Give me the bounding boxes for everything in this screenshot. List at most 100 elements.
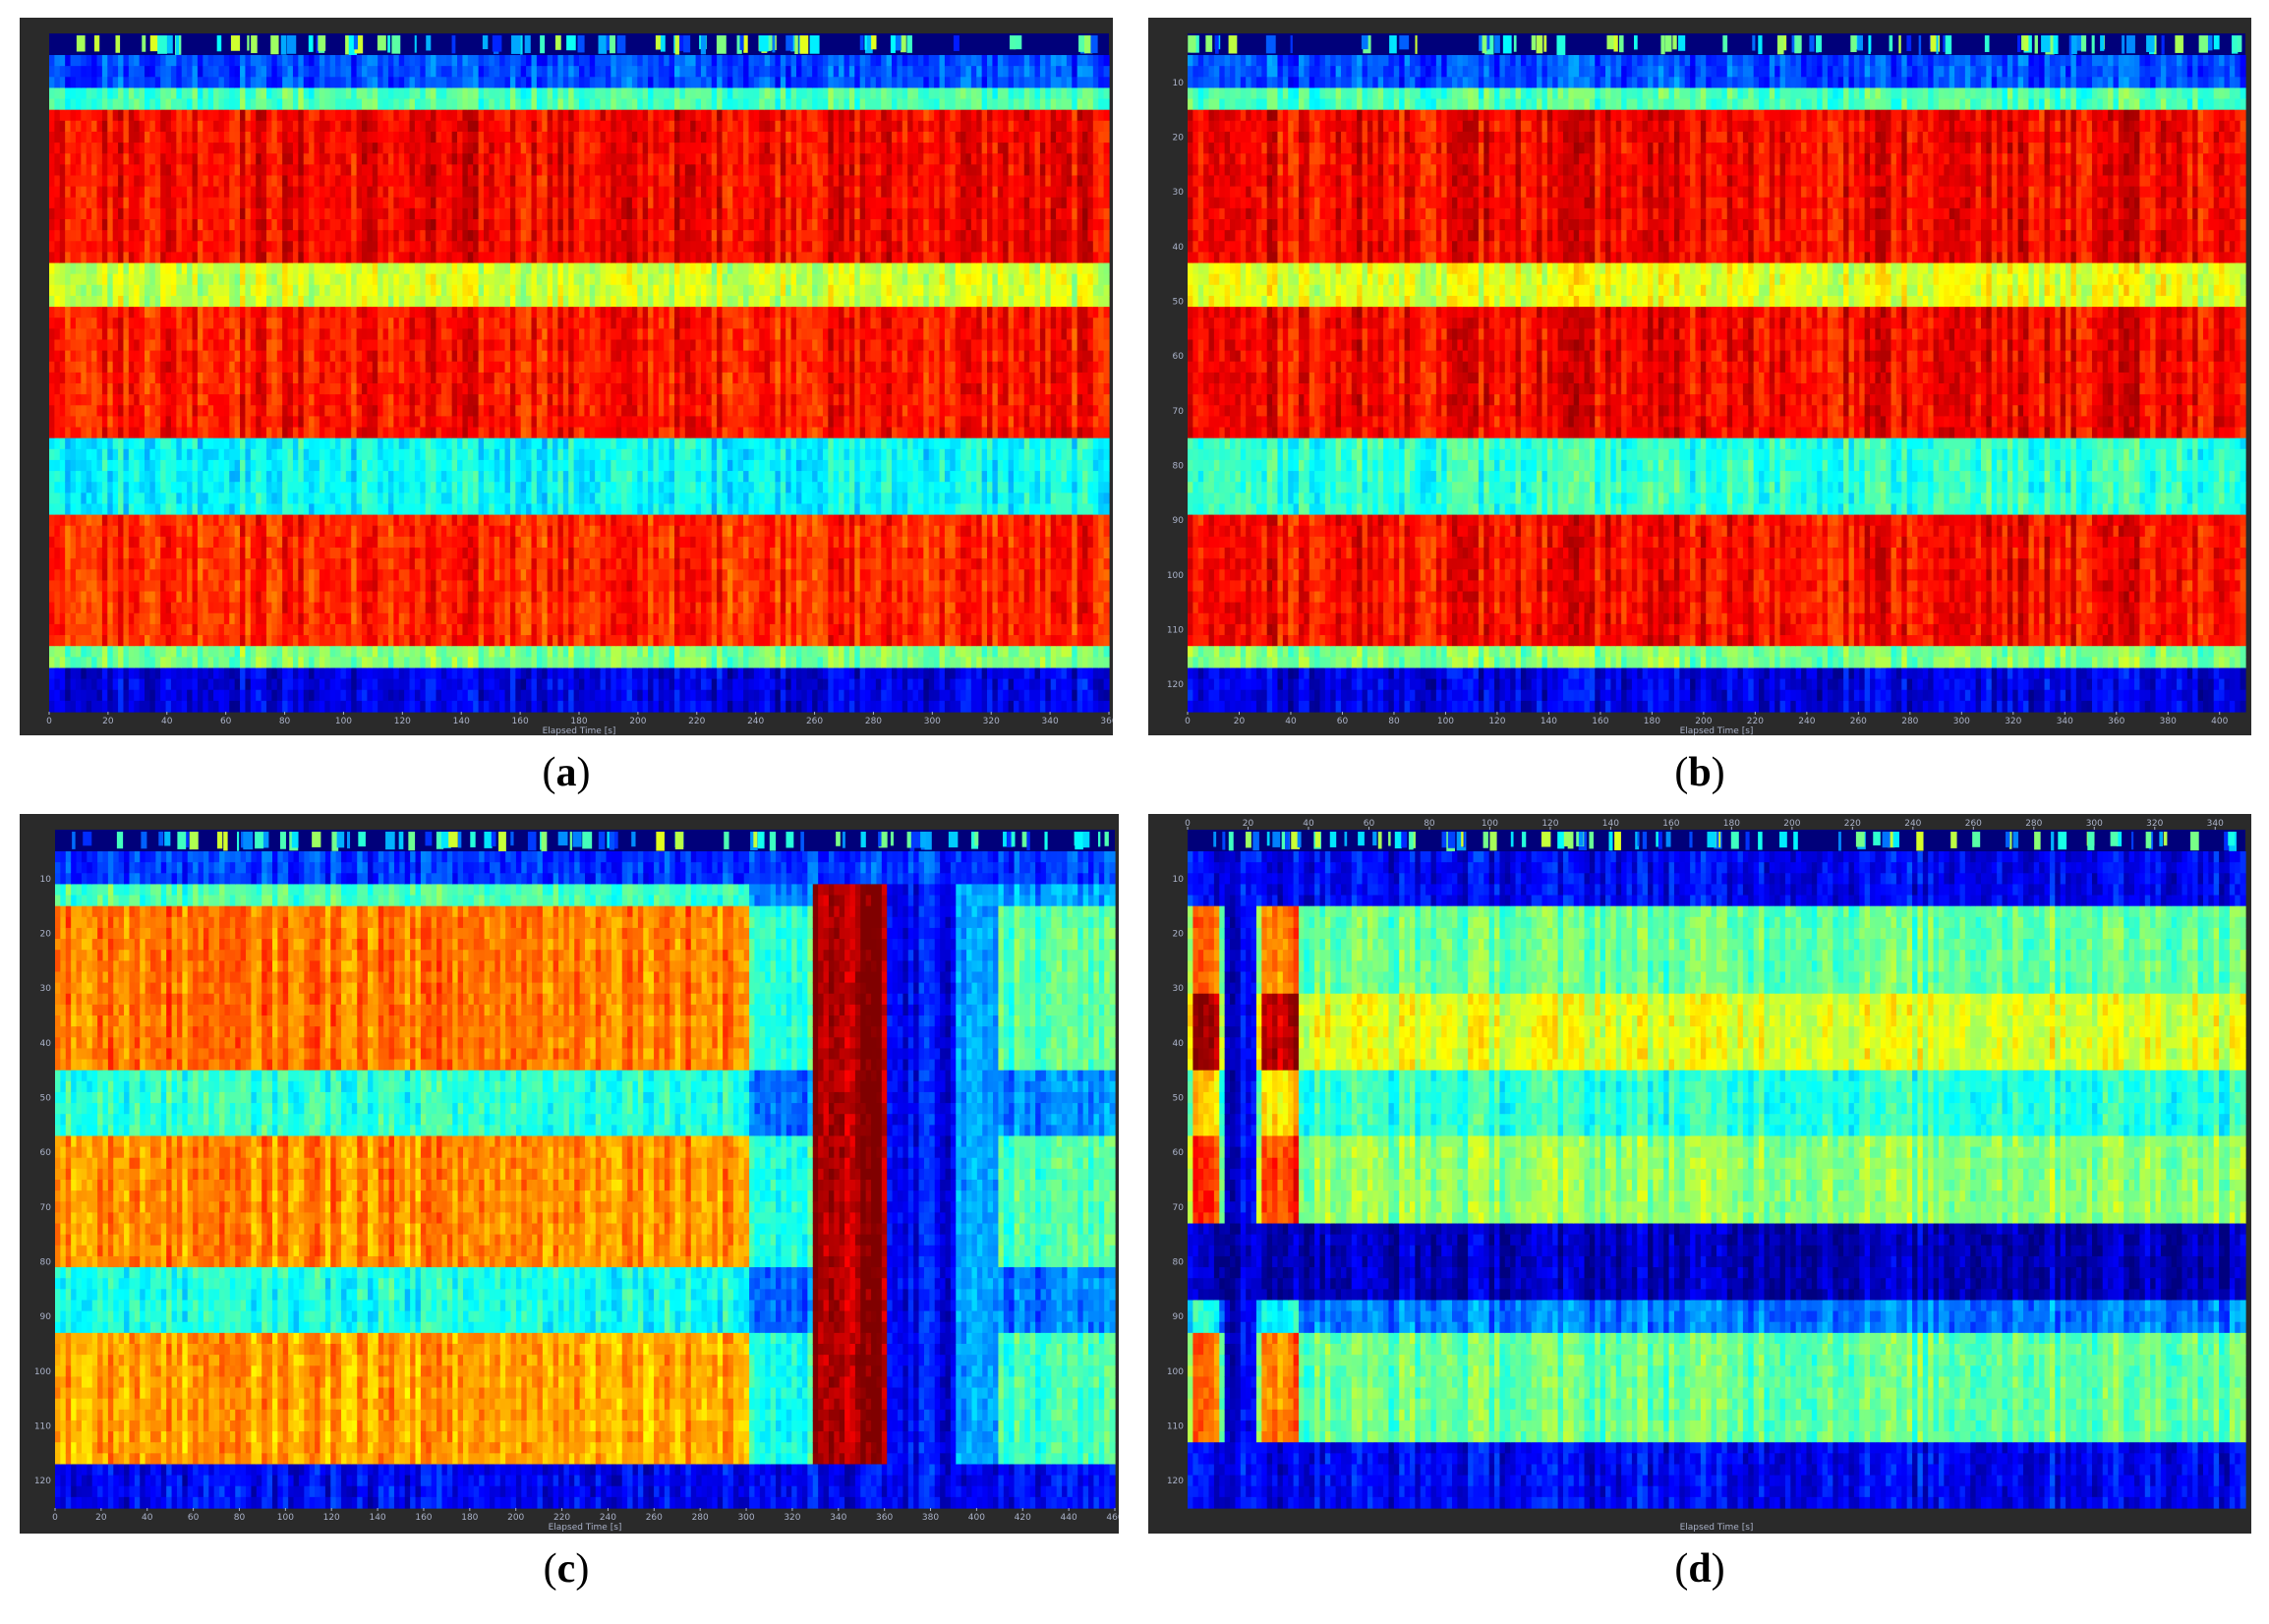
heatmap-cell [378, 623, 384, 636]
heatmap-cell [139, 602, 145, 614]
heatmap-cell [245, 98, 252, 111]
heatmap-cell [86, 207, 92, 220]
heatmap-cell [298, 143, 305, 154]
heatmap-cell [59, 394, 66, 406]
heatmap-cell [356, 186, 363, 199]
heatmap-cell [367, 459, 374, 472]
heatmap-cell [81, 569, 87, 581]
heatmap-cell [436, 66, 442, 78]
heatmap-cell [70, 646, 77, 658]
heatmap-cell [440, 416, 447, 429]
heatmap-cell [378, 525, 384, 538]
heatmap-cell [250, 77, 257, 88]
heatmap-cell [245, 700, 252, 713]
heatmap-cell [181, 482, 188, 493]
heatmap-cell [112, 153, 119, 165]
heatmap-cell [314, 612, 320, 625]
heatmap-cell [203, 569, 209, 581]
heatmap-cell [436, 284, 442, 297]
heatmap-cell [187, 339, 194, 352]
heatmap-cell [387, 77, 394, 88]
heatmap-cell [96, 307, 103, 319]
heatmap-cell [314, 273, 320, 286]
heatmap-cell [75, 252, 82, 264]
noise-mark [492, 35, 502, 52]
heatmap-cell [240, 55, 247, 67]
heatmap-cell [387, 646, 394, 658]
heatmap-cell [250, 580, 257, 593]
heatmap-cell [70, 372, 77, 384]
heatmap-cell [457, 427, 464, 439]
heatmap-cell [367, 383, 374, 395]
heatmap-cell [207, 87, 214, 100]
heatmap-cell [112, 284, 119, 297]
heatmap-cell [234, 55, 241, 67]
heatmap-cell [75, 548, 82, 559]
heatmap-cell [223, 307, 230, 319]
heatmap-cell [276, 569, 283, 581]
heatmap-cell [218, 153, 225, 165]
heatmap-cell [314, 230, 320, 242]
heatmap-cell [134, 318, 141, 329]
heatmap-cell [276, 318, 283, 329]
heatmap-cell [91, 448, 98, 461]
heatmap-cell [271, 503, 278, 516]
heatmap-cell [165, 700, 172, 713]
heatmap-cell [356, 678, 363, 691]
heatmap-cell [314, 558, 320, 570]
heatmap-cell [160, 207, 167, 220]
heatmap-cell [187, 262, 194, 275]
heatmap-cell [207, 372, 214, 384]
heatmap-cell [192, 580, 199, 593]
heatmap-cell [393, 66, 400, 78]
heatmap-cell [234, 131, 241, 144]
heatmap-cell [345, 427, 352, 439]
heatmap-cell [250, 307, 257, 319]
heatmap-cell [345, 657, 352, 669]
heatmap-cell [431, 602, 437, 614]
heatmap-cell [256, 448, 262, 461]
heatmap-cell [398, 427, 405, 439]
heatmap-cell [309, 482, 316, 493]
heatmap-cell [207, 318, 214, 329]
heatmap-cell [393, 109, 400, 122]
heatmap-cell [467, 295, 474, 308]
heatmap-cell [187, 623, 194, 636]
heatmap-cell [292, 153, 299, 165]
heatmap-cell [462, 459, 469, 472]
heatmap-cell [351, 295, 358, 308]
heatmap-cell [393, 219, 400, 231]
heatmap-cell [282, 437, 289, 450]
heatmap-cell [393, 657, 400, 669]
heatmap-cell [287, 700, 294, 713]
heatmap-cell [229, 612, 236, 625]
heatmap-cell [145, 77, 151, 88]
heatmap-cell [314, 514, 320, 527]
heatmap-cell [329, 55, 336, 67]
heatmap-cell [70, 394, 77, 406]
heatmap-cell [128, 252, 135, 264]
heatmap-cell [276, 284, 283, 297]
heatmap-cell [197, 131, 204, 144]
heatmap-cell [96, 175, 103, 188]
heatmap-cell [319, 437, 325, 450]
heatmap-cell [234, 219, 241, 231]
heatmap-cell [446, 525, 453, 538]
heatmap-cell [473, 667, 480, 680]
heatmap-cell [81, 427, 87, 439]
heatmap-cell [207, 525, 214, 538]
heatmap-cell [86, 131, 92, 144]
heatmap-cell [192, 307, 199, 319]
heatmap-cell [372, 307, 378, 319]
heatmap-cell [335, 241, 342, 253]
heatmap-cell [398, 459, 405, 472]
heatmap-cell [245, 503, 252, 516]
heatmap-cell [356, 591, 363, 604]
heatmap-cell [59, 230, 66, 242]
heatmap-cell [75, 372, 82, 384]
heatmap-cell [292, 437, 299, 450]
heatmap-cell [101, 197, 108, 209]
heatmap-cell [319, 186, 325, 199]
heatmap-cell [298, 580, 305, 593]
heatmap-cell [245, 558, 252, 570]
